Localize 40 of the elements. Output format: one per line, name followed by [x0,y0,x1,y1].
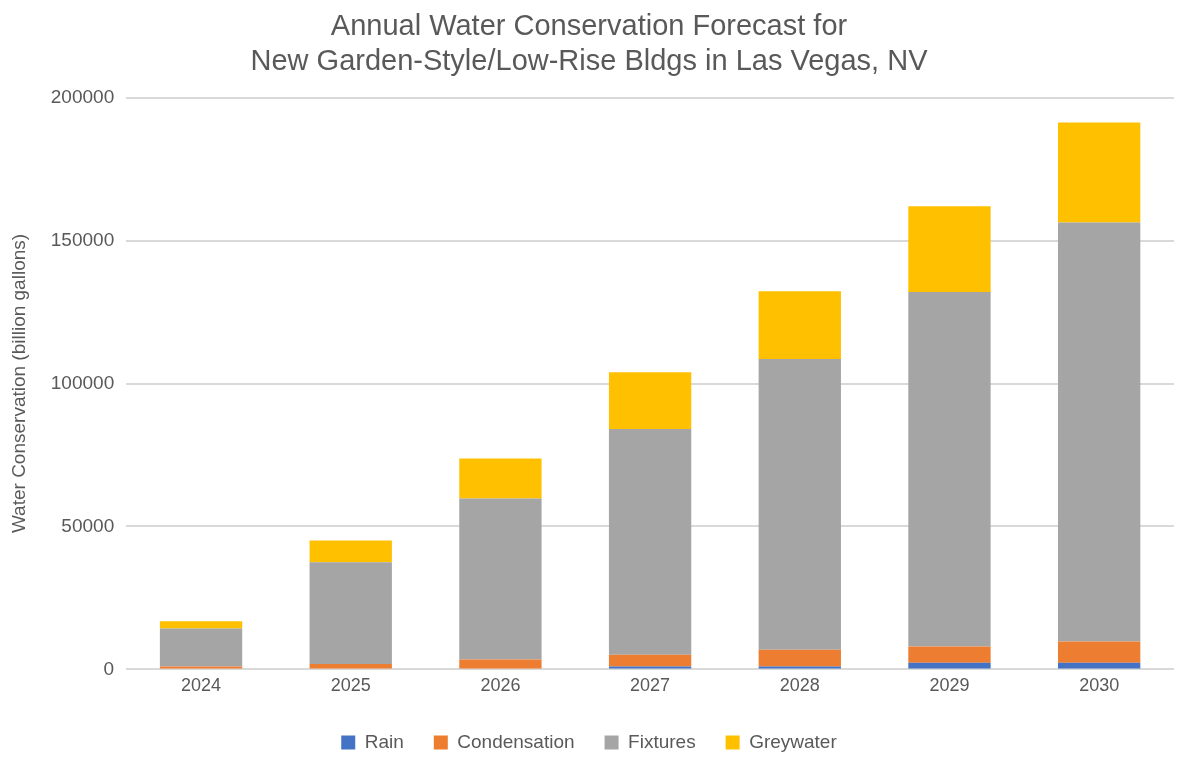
bar [758,649,841,667]
bar [608,654,692,667]
x-tick-label: 2026 [480,675,521,696]
bar [1057,641,1141,663]
bar [608,428,692,655]
y-tick-label: 150000 [50,228,115,250]
legend-label: Condensation [457,730,575,752]
y-tick-label: 200000 [50,85,115,107]
bar [309,663,392,669]
y-tick-label: 50000 [61,514,115,536]
legend-label: Rain [364,730,404,752]
bar [908,292,991,647]
bar [908,662,991,669]
x-tick-label: 2024 [181,675,222,696]
bar [758,291,841,359]
text: New Garden-Style/Low-Rise Bldgs in Las Vegas, NV [250,44,928,77]
bar [1057,222,1141,642]
y-tick-label: 100000 [50,371,115,393]
x-tick-label: 2027 [630,675,671,696]
x-tick-label: 2030 [1079,675,1120,696]
bar [1057,122,1141,223]
bar [159,628,243,667]
legend-label: Greywater [749,730,838,752]
bar [758,358,841,650]
y-axis-title: Water Conservation (billion gallons) [7,233,29,534]
bar [908,206,991,293]
bar [309,540,392,563]
bar [459,659,542,669]
bar [159,621,243,629]
x-tick-label: 2025 [330,675,371,696]
x-tick-label: 2028 [779,675,820,696]
x-tick-label: 2029 [929,675,970,696]
bar [309,562,392,664]
y-tick-label: 0 [103,657,115,679]
legend-label: Fixtures [628,730,696,752]
text: Annual Water Conservation Forecast for [330,9,848,42]
bar [908,646,991,663]
bar [459,498,542,660]
bar [459,458,542,499]
bar [608,372,692,429]
